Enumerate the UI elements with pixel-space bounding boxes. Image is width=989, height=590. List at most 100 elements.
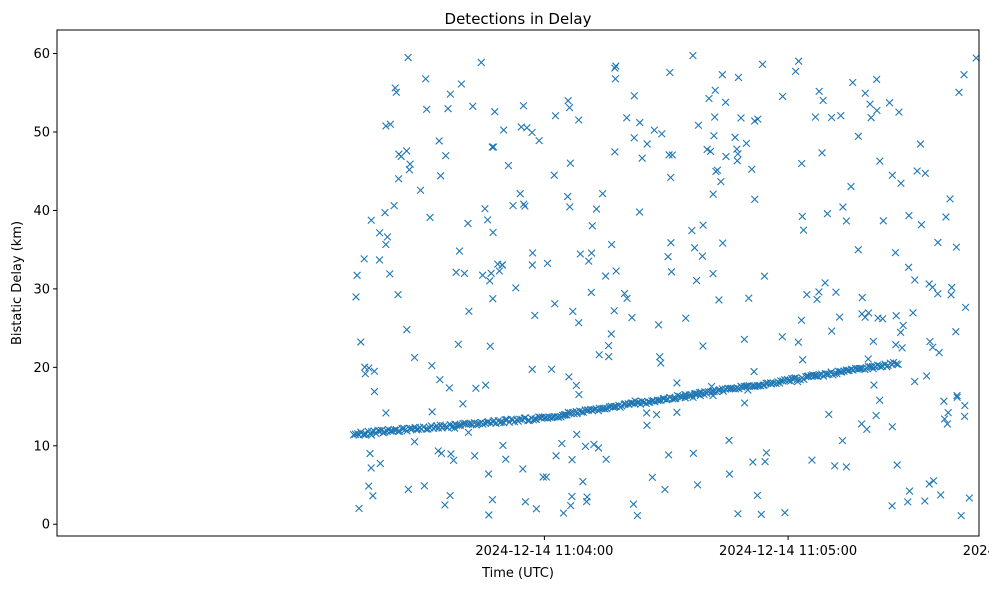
y-tick-label: 10 [33, 439, 50, 454]
data-point [435, 137, 443, 145]
data-point [488, 495, 497, 504]
data-point [854, 132, 863, 141]
data-point [543, 259, 552, 268]
data-point [532, 505, 541, 513]
data-point [648, 473, 657, 482]
data-point [655, 352, 664, 361]
data-point [725, 470, 734, 478]
data-point [861, 89, 870, 98]
data-point [611, 75, 620, 83]
data-point [465, 307, 473, 316]
data-point [699, 221, 707, 229]
data-point [928, 343, 937, 352]
data-point [375, 256, 384, 264]
data-point [922, 372, 931, 380]
data-point [531, 311, 539, 320]
data-point [383, 233, 392, 241]
data-point [598, 189, 607, 198]
data-point [905, 487, 914, 495]
data-point [607, 330, 616, 338]
data-point [797, 159, 806, 168]
data-point [794, 338, 803, 346]
data-point [793, 375, 802, 384]
data-point [936, 491, 945, 499]
data-point [386, 270, 394, 278]
data-point [594, 444, 603, 452]
data-point [568, 492, 576, 501]
data-point [547, 365, 556, 374]
data-point [452, 268, 460, 277]
data-point [403, 325, 411, 334]
data-point [892, 340, 900, 349]
data-point [821, 279, 829, 287]
data-point [563, 192, 572, 201]
data-point [643, 140, 651, 148]
data-point [633, 511, 642, 520]
data-point [353, 271, 361, 280]
data-point [404, 53, 412, 62]
data-point [620, 289, 629, 298]
data-point [748, 165, 756, 174]
data-point [823, 370, 831, 378]
data-point [811, 113, 820, 121]
data-point [370, 387, 379, 396]
data-point [717, 177, 725, 186]
data-point [847, 182, 855, 191]
data-point [455, 421, 463, 430]
data-point [842, 463, 851, 471]
plot-frame [56, 29, 980, 537]
data-point [794, 57, 803, 66]
data-point [709, 190, 717, 198]
data-point [893, 461, 901, 469]
data-point [734, 509, 742, 518]
data-point [667, 268, 676, 276]
data-point [857, 420, 866, 428]
data-points [349, 51, 980, 520]
data-point [588, 406, 596, 415]
data-point [946, 195, 954, 203]
data-point [360, 255, 368, 263]
data-point [551, 111, 560, 120]
data-point [594, 406, 603, 415]
data-point [658, 130, 666, 138]
data-point [550, 171, 559, 179]
data-point [468, 102, 477, 111]
data-point [369, 491, 377, 500]
data-point [838, 436, 847, 445]
data-point [357, 338, 365, 346]
data-point [953, 391, 961, 400]
data-point [572, 430, 581, 439]
data-point [394, 290, 402, 299]
data-point [955, 88, 963, 97]
data-point [706, 147, 715, 156]
data-point [488, 294, 497, 303]
data-point [391, 84, 399, 92]
x-axis-title: Time (UTC) [481, 566, 554, 581]
data-point [666, 68, 674, 77]
data-point [481, 381, 490, 389]
data-point [459, 400, 467, 408]
data-point [375, 229, 384, 237]
data-point [693, 481, 702, 489]
data-point [595, 350, 603, 359]
data-point [491, 107, 499, 116]
data-point [835, 313, 844, 321]
data-point [574, 318, 583, 327]
data-point [935, 348, 943, 357]
data-point [455, 247, 464, 255]
data-point [750, 117, 759, 125]
data-point [638, 154, 646, 162]
data-point [529, 415, 538, 424]
data-point [797, 316, 806, 325]
data-point [952, 327, 960, 336]
data-point [416, 186, 425, 195]
data-point [899, 321, 907, 330]
data-point [664, 451, 673, 459]
data-point [382, 122, 390, 130]
data-point [870, 381, 878, 389]
data-point [940, 415, 949, 423]
data-point [891, 248, 900, 257]
data-point [888, 422, 897, 431]
data-point [781, 508, 789, 517]
